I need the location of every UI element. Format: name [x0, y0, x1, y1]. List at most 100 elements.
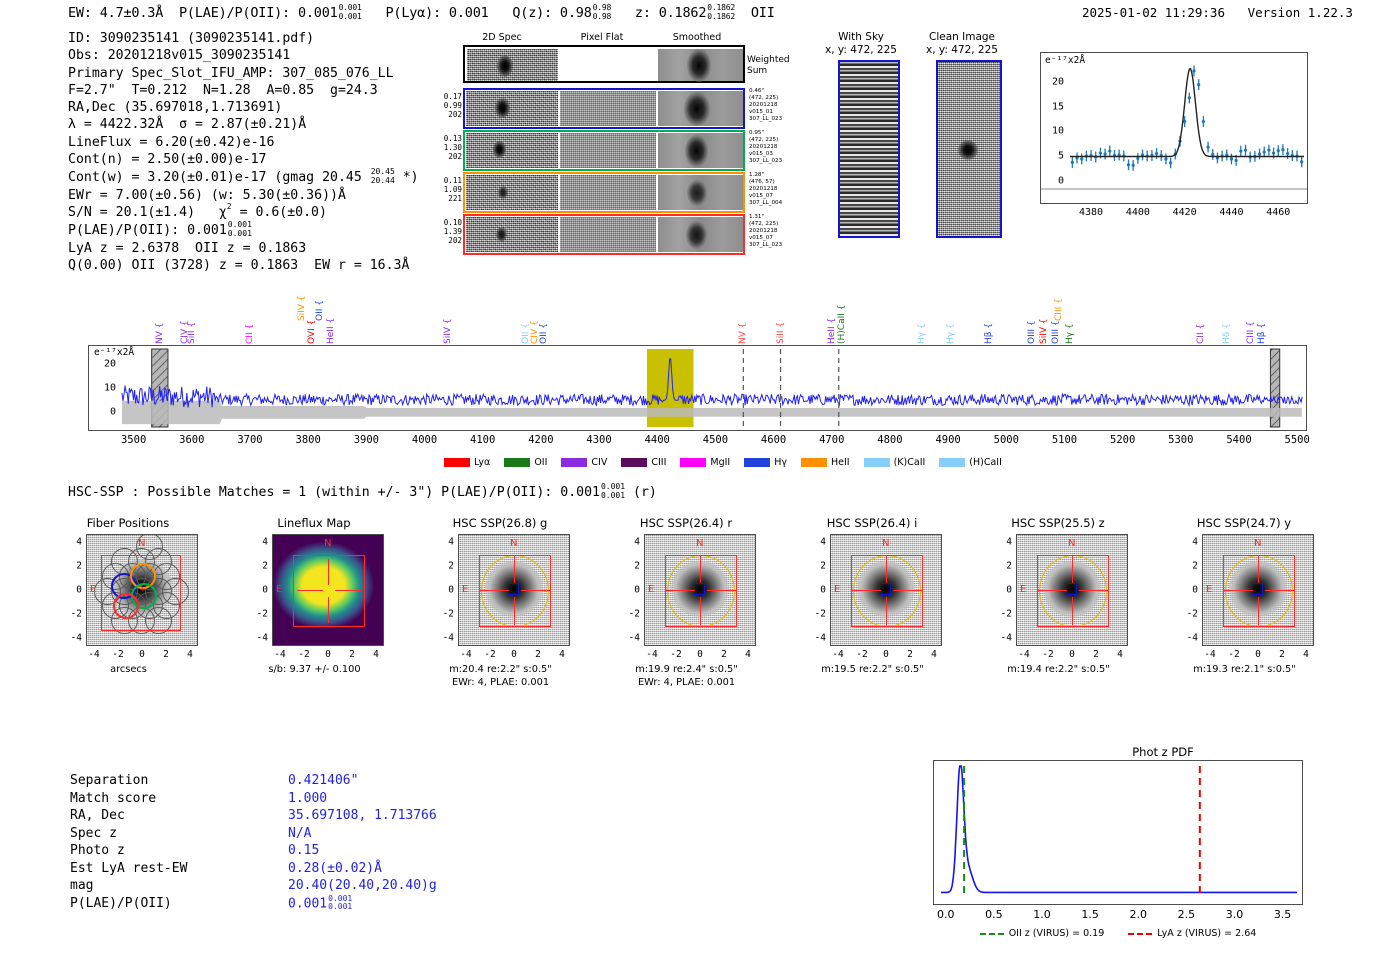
- fiber-row-left-labels: 0.10 1.39 202: [443, 218, 462, 246]
- with-sky-image[interactable]: [838, 60, 900, 238]
- cutout-axes[interactable]: [272, 534, 384, 646]
- cutout-ytick: 4: [634, 536, 640, 548]
- source-info-block: ID: 3090235141 (3090235141.pdf) Obs: 202…: [68, 30, 419, 274]
- red-aperture-square: [665, 555, 737, 627]
- crosshair-h-left: [479, 590, 509, 592]
- fiber-emission-blob: [495, 98, 510, 118]
- cutout-xtick: 2: [163, 649, 169, 660]
- info-line-plae: P(LAE)/P(OII): 0.001 0.001 0.001: [68, 220, 252, 239]
- cutout-xtick: 2: [721, 649, 727, 660]
- legend-label: CIII: [651, 457, 667, 468]
- legend-item: (K)CaII: [863, 457, 925, 468]
- fiber-pixelflat-image: [560, 217, 656, 252]
- photz-legend-swatch: [979, 932, 1004, 935]
- fiber-row[interactable]: [463, 88, 745, 129]
- clean-image[interactable]: [936, 60, 1002, 238]
- cutout-caption: m:19.9 re:2.4" s:0.5": [635, 664, 738, 675]
- header-qz-value: 0.98: [559, 5, 592, 21]
- photz-xtick: 0.0: [937, 908, 955, 921]
- spec2d-title-smoothed: Smoothed: [672, 32, 722, 43]
- cutout-ytick: 2: [448, 560, 454, 572]
- cutout-xtick: -4: [646, 649, 658, 660]
- info-line-wave: λ = 4422.32Å σ = 2.87(±0.21)Å: [68, 117, 307, 133]
- legend-item: OII: [504, 457, 547, 468]
- xtick-label: 5500: [1284, 434, 1310, 446]
- cutout-xtick: 0: [325, 649, 331, 660]
- xtick-label: 3500: [120, 434, 147, 446]
- cutout-title: HSC SSP(26.4) r: [639, 516, 733, 530]
- red-aperture-square: [1037, 555, 1109, 627]
- fiber-row[interactable]: [463, 130, 745, 171]
- legend-swatch: [561, 458, 588, 467]
- cutout-caption: m:19.3 re:2.1" s:0.5": [1193, 664, 1296, 675]
- cutout-axes[interactable]: [830, 534, 942, 646]
- cutout-xtick: -4: [88, 649, 100, 660]
- xtick-label: 4500: [702, 434, 729, 446]
- cutout-ytick: -2: [256, 608, 268, 620]
- north-label: N: [1068, 538, 1076, 549]
- legend-item: CIV: [561, 457, 607, 468]
- cutout-ytick: 4: [76, 536, 82, 548]
- emission-line-label: HeII {: [826, 317, 837, 344]
- photz-legend-item: OII z (VIRUS) = 0.19: [979, 928, 1104, 939]
- cutout-xtick: -2: [1042, 649, 1054, 660]
- emission-line-label: CIV {: [179, 320, 190, 344]
- cutout-xtick: 2: [535, 649, 541, 660]
- legend-swatch: [504, 458, 531, 467]
- cutout-xtick: -4: [460, 649, 472, 660]
- cutout-ytick: 0: [448, 584, 454, 596]
- fiber-circle[interactable]: [144, 607, 172, 635]
- fiber-circle-red[interactable]: [113, 593, 139, 619]
- fiber-row[interactable]: [463, 214, 745, 255]
- cutout-xtick: 4: [373, 649, 379, 660]
- crosshair-h-left: [665, 590, 695, 592]
- cutout-xtick: 0: [1069, 649, 1075, 660]
- cutout-axes[interactable]: [458, 534, 570, 646]
- header-summary-line: EW: 4.7±0.3Å P(LAE)/P(OII): 0.001 0.001 0.…: [68, 3, 775, 22]
- ytick-label: 0: [109, 406, 116, 418]
- cutout-xtick: 2: [907, 649, 913, 660]
- cutout-axes[interactable]: [644, 534, 756, 646]
- ytick-label: 20: [103, 358, 116, 370]
- cutout-xtick: -2: [484, 649, 496, 660]
- crosshair-v-top: [328, 559, 330, 585]
- cutout-axes[interactable]: [1016, 534, 1128, 646]
- hsc-section-header: HSC-SSP : Possible Matches = 1 (within +…: [68, 482, 657, 500]
- crosshair-h-right: [893, 590, 923, 592]
- info-line-q: Q(0.00) OII (3728) z = 0.1863 EW r = 16.…: [68, 257, 410, 273]
- info-line-id: ID: 3090235141 (3090235141.pdf): [68, 31, 315, 46]
- photz-xtick: 0.5: [985, 908, 1003, 921]
- emission-line-label: Hγ {: [916, 323, 927, 344]
- header-z-range: 0.1862 0.1862: [707, 3, 735, 21]
- cutout-title: HSC SSP(24.7) y: [1196, 516, 1292, 530]
- header-plya-value: 0.001: [448, 5, 489, 21]
- info-line-amp: Primary Spec_Slot_IFU_AMP: 307_085_076_L…: [68, 65, 394, 81]
- cutout-axes[interactable]: [1202, 534, 1314, 646]
- header-timestamp-version: 2025-01-02 11:29:36 Version 1.22.3: [1082, 5, 1353, 20]
- fiber-smoothed-blob: [684, 92, 710, 126]
- cutout-ytick: 2: [634, 560, 640, 572]
- legend-item: HeII: [801, 457, 850, 468]
- cutout-xtick: 4: [559, 649, 565, 660]
- fiber-row-right-labels: 1.28" (476, 57) 20201218 v015_07 307_LL_…: [749, 172, 783, 206]
- spec2d-title-pixelflat: Pixel Flat: [580, 32, 624, 43]
- cutout-xtick: -2: [1228, 649, 1240, 660]
- fiber-circle[interactable]: [161, 577, 189, 605]
- cutout-ytick: -2: [1186, 608, 1198, 620]
- legend-swatch: [680, 458, 707, 467]
- cutout-xtick: 2: [1279, 649, 1285, 660]
- weighted-sum-pixelflat-image: [560, 49, 656, 81]
- info-line-ewr: EWr = 7.00(±0.56) (w: 5.30(±0.36))Å: [68, 187, 346, 203]
- legend-swatch: [863, 458, 890, 467]
- cutout-axes[interactable]: +: [86, 534, 198, 646]
- legend-swatch: [621, 458, 648, 467]
- cutout-marker-box: [507, 583, 519, 595]
- emission-line-label: NV {: [154, 322, 165, 344]
- timestamp: 2025-01-02 11:29:36: [1082, 5, 1225, 20]
- fiber-row[interactable]: [463, 172, 745, 213]
- crosshair-v-bottom: [514, 597, 516, 625]
- fiber-circle[interactable]: [136, 535, 163, 561]
- emission-line-label: NV {: [738, 322, 749, 344]
- cutout-xtick: -4: [832, 649, 844, 660]
- weighted-sum-label: Weighted Sum: [747, 55, 790, 76]
